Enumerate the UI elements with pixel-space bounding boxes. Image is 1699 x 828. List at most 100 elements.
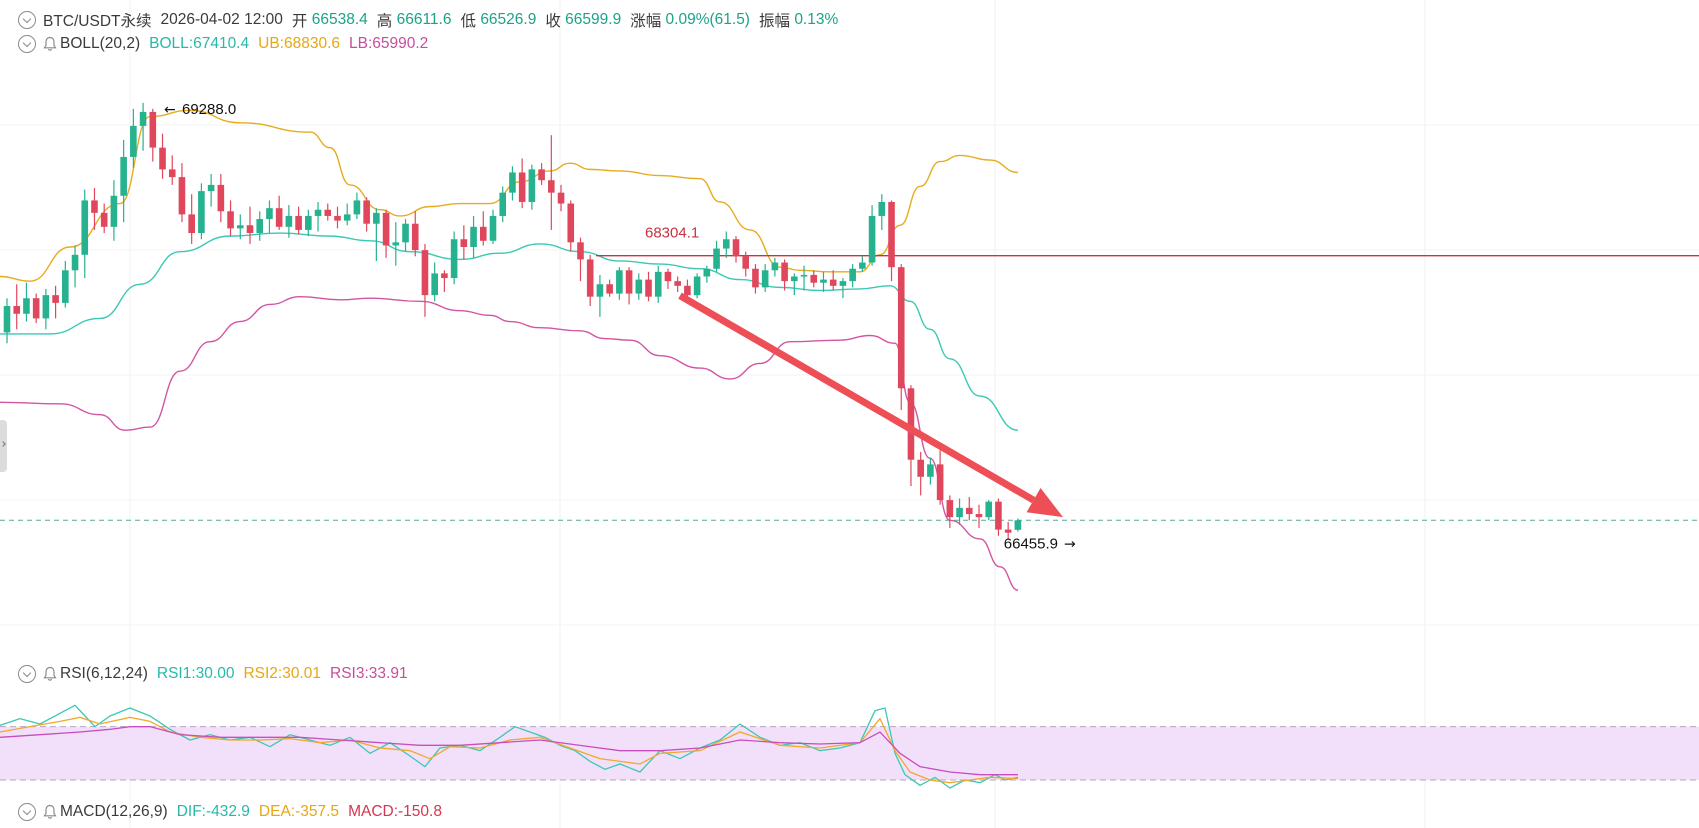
macd-value: MACD:-150.8 [348, 803, 442, 820]
candle-body [859, 262, 866, 269]
trend-arrow-head [1026, 488, 1063, 518]
chevron-down-icon[interactable] [18, 11, 36, 29]
candle-body [441, 273, 448, 279]
candle-body [246, 225, 254, 234]
rsi-legend: RSI(6,12,24) RSI1:30.00 RSI2:30.01 RSI3:… [18, 663, 408, 685]
candle-body [674, 281, 681, 286]
trend-arrow [678, 292, 1063, 518]
candle [159, 133, 166, 179]
candle-body [382, 212, 390, 246]
candle [110, 180, 118, 241]
close-label: 收 [545, 13, 561, 30]
candle [567, 200, 575, 252]
candle-body [897, 267, 905, 389]
candle [800, 265, 808, 291]
candle [927, 458, 934, 485]
candle-body [343, 214, 351, 221]
candle-body [178, 177, 186, 215]
macd-indicator-name: MACD(12,26,9) [60, 803, 168, 820]
candle [791, 273, 798, 296]
candle [441, 270, 448, 293]
candle-body [353, 200, 361, 215]
symbol-name[interactable]: BTC/USDT永续 [43, 13, 152, 30]
candle [771, 257, 779, 277]
candle-body [402, 223, 409, 243]
candle-body [518, 172, 526, 202]
candle-body [91, 200, 98, 213]
bell-icon[interactable] [43, 36, 57, 52]
candle-body [965, 507, 973, 515]
candle [956, 498, 963, 525]
candle-body [207, 184, 215, 192]
candle-body [305, 215, 312, 230]
candle-body [295, 215, 302, 230]
candle [217, 174, 225, 223]
macd-dea-value: DEA:-357.5 [258, 803, 340, 820]
candle [42, 288, 50, 330]
candle-body [324, 209, 332, 216]
open-value: 66538.4 [311, 11, 368, 28]
candle-body [586, 259, 594, 297]
candle [295, 206, 302, 235]
candle [343, 203, 351, 226]
candle-body [470, 226, 477, 247]
candle-body [596, 284, 604, 297]
candle [305, 209, 312, 237]
chevron-down-icon[interactable] [18, 803, 36, 821]
bell-icon[interactable] [43, 804, 57, 820]
candle [616, 267, 623, 300]
chevron-down-icon[interactable] [18, 35, 36, 53]
candle-body [275, 208, 283, 227]
candle-body [800, 274, 808, 277]
candle [810, 270, 818, 288]
candle-body [42, 295, 50, 319]
candle [975, 504, 983, 529]
candle-body [198, 191, 205, 234]
candle-body [995, 501, 1002, 530]
candle [742, 251, 750, 277]
side-panel-toggle[interactable] [0, 420, 7, 472]
candle [849, 264, 856, 288]
rsi-indicator-name: RSI(6,12,24) [60, 665, 148, 682]
candle [52, 285, 59, 319]
candle [139, 102, 147, 151]
candle-body [62, 270, 69, 303]
low-marker-label: 66455.9 [1004, 536, 1058, 553]
candle [548, 135, 555, 230]
candle [168, 155, 176, 185]
candle [23, 282, 30, 322]
candle [936, 450, 944, 505]
chevron-down-icon[interactable] [18, 665, 36, 683]
candle [13, 284, 21, 330]
trend-arrow-shaft [678, 292, 1036, 504]
candle [645, 271, 652, 302]
candle-body [81, 200, 89, 255]
candle-body [868, 215, 876, 263]
candle [761, 264, 769, 293]
candle [781, 259, 788, 291]
amplitude-value: 0.13% [794, 11, 839, 28]
candle-body [314, 209, 322, 216]
candle-body [557, 192, 565, 204]
candle [664, 268, 672, 289]
candle [81, 189, 89, 279]
candles [3, 102, 1022, 539]
candle [907, 385, 915, 487]
candle-body [149, 111, 157, 148]
candle-body [888, 201, 895, 268]
candle [859, 256, 866, 272]
candle [752, 264, 759, 294]
candle [888, 200, 895, 282]
candle-body [956, 507, 963, 518]
candle [868, 205, 876, 266]
candle [100, 203, 108, 234]
candle-body [431, 273, 438, 296]
candle-body [499, 192, 507, 216]
candle [985, 500, 993, 521]
candle [149, 108, 157, 162]
candle [965, 496, 973, 521]
bell-icon[interactable] [43, 666, 57, 682]
candle-body [839, 281, 847, 286]
macd-legend: MACD(12,26,9) DIF:-432.9 DEA:-357.5 MACD… [18, 801, 442, 823]
